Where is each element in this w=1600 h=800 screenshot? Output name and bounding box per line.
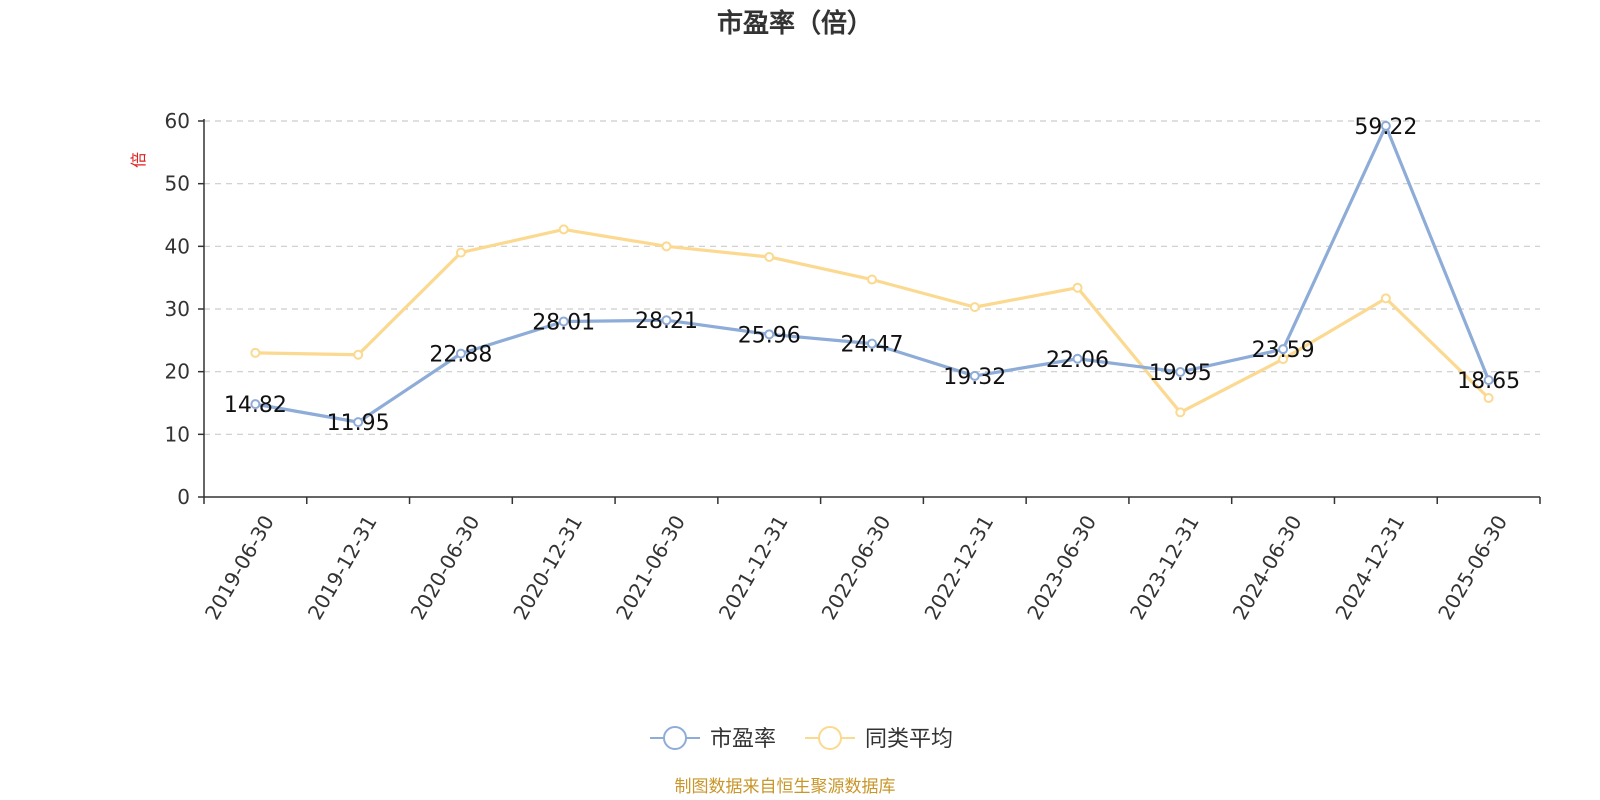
- data-point[interactable]: [969, 302, 980, 313]
- legend-label: 同类平均: [865, 727, 953, 752]
- x-tick-label: 2024-06-30: [1228, 511, 1307, 624]
- x-tick-label: 2019-12-31: [303, 511, 382, 624]
- data-label: 59.22: [1354, 115, 1417, 140]
- data-point[interactable]: [558, 316, 569, 327]
- data-labels: 14.82 11.95 22.88 28.01 28.21 25.96 24.47 19.32…: [224, 115, 1520, 436]
- data-point[interactable]: [764, 329, 775, 340]
- x-tick-label: 2025-06-30: [1433, 511, 1512, 624]
- data-label: 24.47: [841, 333, 904, 358]
- data-point[interactable]: [1483, 375, 1494, 386]
- x-tick-label: 2019-06-30: [200, 511, 279, 624]
- legend-marker: [818, 726, 842, 750]
- data-point[interactable]: [969, 370, 980, 381]
- data-point[interactable]: [1278, 344, 1289, 355]
- data-label: 25.96: [738, 323, 801, 348]
- data-label: 18.65: [1457, 369, 1520, 394]
- legend-item[interactable]: 市盈率: [650, 726, 776, 752]
- data-point[interactable]: [1072, 282, 1083, 293]
- data-point[interactable]: [455, 348, 466, 359]
- data-label: 19.32: [943, 365, 1006, 390]
- x-tick-label: 2020-12-31: [508, 511, 587, 624]
- data-point[interactable]: [353, 349, 364, 360]
- data-point[interactable]: [661, 241, 672, 252]
- x-tick-label: 2021-06-30: [611, 511, 690, 624]
- y-tick-label: 30: [165, 297, 190, 321]
- x-tick-label: 2023-12-31: [1125, 511, 1204, 624]
- data-point[interactable]: [661, 315, 672, 326]
- x-tick-label: 2021-12-31: [714, 511, 793, 624]
- data-label: 28.21: [635, 309, 698, 334]
- data-point[interactable]: [867, 338, 877, 349]
- data-point[interactable]: [867, 274, 877, 285]
- y-tick-label: 50: [165, 172, 190, 196]
- y-tick-label: 20: [165, 360, 190, 384]
- data-point[interactable]: [1278, 354, 1289, 365]
- legend-label: 市盈率: [710, 727, 776, 752]
- data-label: 14.82: [224, 393, 287, 418]
- data-point[interactable]: [1483, 392, 1494, 403]
- data-label: 28.01: [532, 310, 595, 335]
- data-point[interactable]: [1175, 407, 1186, 418]
- y-tick-label: 10: [165, 422, 190, 446]
- data-point[interactable]: [250, 347, 261, 358]
- legend-item[interactable]: 同类平均: [805, 726, 953, 752]
- x-tick-label: 2022-12-31: [919, 511, 998, 624]
- x-tick-label: 2023-06-30: [1022, 511, 1101, 624]
- y-tick-label: 60: [165, 109, 190, 133]
- data-label: 22.06: [1046, 348, 1109, 373]
- x-tick-label: 2024-12-31: [1330, 511, 1409, 624]
- data-label: 11.95: [327, 411, 390, 436]
- axes: 0 10 20 30 40 50 60 2019-06-30 2019-12-31 2020-06…: [165, 109, 1541, 624]
- y-tick-label: 0: [177, 485, 190, 509]
- y-tick-label: 40: [165, 234, 190, 258]
- legend[interactable]: 市盈率 同类平均: [650, 726, 953, 752]
- series-lines: [250, 120, 1494, 428]
- series-line: [255, 227, 1490, 414]
- data-point[interactable]: [1072, 353, 1083, 364]
- data-point[interactable]: [250, 399, 261, 410]
- data-point[interactable]: [353, 417, 364, 428]
- data-label: 19.95: [1149, 361, 1212, 386]
- x-tick-label: 2020-06-30: [406, 511, 485, 624]
- data-point[interactable]: [558, 224, 569, 235]
- data-point[interactable]: [1380, 120, 1391, 131]
- data-label: 22.88: [429, 343, 492, 368]
- legend-marker: [663, 726, 687, 750]
- data-point[interactable]: [455, 247, 466, 258]
- grid-lines: [204, 120, 1540, 435]
- chart-title: 市盈率（倍）: [717, 8, 873, 39]
- y-axis-unit-label: 倍: [129, 152, 148, 168]
- data-point[interactable]: [1380, 293, 1391, 304]
- data-point[interactable]: [1175, 366, 1186, 377]
- x-tick-label: 2022-06-30: [817, 511, 896, 624]
- data-point[interactable]: [764, 251, 775, 262]
- data-label: 23.59: [1252, 338, 1315, 363]
- source-note: 制图数据来自恒生聚源数据库: [675, 777, 896, 797]
